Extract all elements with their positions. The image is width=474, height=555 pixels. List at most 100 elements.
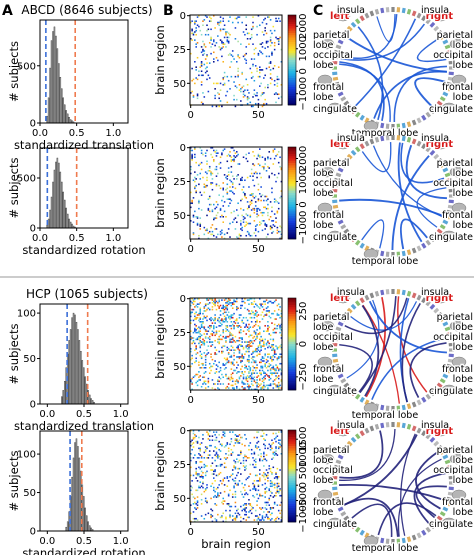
- region-ring-segment: [332, 470, 339, 475]
- heatmap-cell: [267, 477, 269, 479]
- heatmap-cell: [215, 451, 218, 454]
- colorbar-segment: [288, 71, 296, 74]
- heatmap-cell: [277, 482, 280, 485]
- heatmap-cell: [257, 325, 260, 327]
- heatmap-cell: [276, 75, 279, 78]
- heatmap-cell: [217, 465, 219, 467]
- heatmap-cell: [217, 454, 219, 456]
- histogram-bar: [66, 113, 69, 124]
- temporal-lobe-label: temporal lobe: [352, 543, 419, 554]
- heatmap-cell: [254, 360, 257, 362]
- heatmap-cell: [277, 66, 280, 68]
- occipital-right-lobe-label: lobe: [453, 188, 473, 199]
- heatmap-cell: [254, 461, 257, 463]
- heatmap-cell: [222, 512, 225, 515]
- heatmap-cell: [230, 361, 233, 364]
- heatmap-cell: [231, 387, 234, 389]
- region-ring-segment: [444, 326, 451, 332]
- heatmap-cell: [237, 21, 239, 24]
- heatmap-cell: [277, 442, 280, 444]
- heatmap-cell: [267, 384, 269, 387]
- heatmap-cell: [200, 323, 203, 326]
- colorbar-segment: [288, 55, 296, 59]
- heatmap-cell: [194, 318, 196, 320]
- heatmap-cell: [202, 383, 204, 385]
- heatmap-cell: [222, 182, 225, 184]
- heatmap-cell: [231, 316, 234, 319]
- colorbar-segment: [288, 21, 296, 25]
- region-ring-segment: [444, 501, 451, 507]
- heatmap-cell: [259, 148, 261, 150]
- heatmap-cell: [208, 298, 211, 300]
- heatmap-cell: [280, 379, 283, 381]
- heatmap-cell: [260, 51, 262, 54]
- heatmap-cell: [263, 19, 265, 21]
- heatmap-cell: [249, 326, 252, 328]
- heatmap-cell: [211, 509, 214, 512]
- heatmap-cell: [254, 509, 257, 512]
- heatmap-cell: [237, 440, 239, 443]
- brain-thumbnail-icon: [451, 356, 467, 368]
- heatmap-cell: [268, 517, 271, 520]
- connection-edge: [400, 433, 416, 536]
- heatmap-cell: [244, 302, 246, 304]
- heatmap-cell: [249, 442, 252, 444]
- histogram-bar: [53, 26, 56, 124]
- histogram-bar: [50, 196, 53, 229]
- heatmap-cell: [203, 367, 206, 369]
- heatmap-cell: [256, 379, 258, 381]
- colorbar-segment: [288, 432, 296, 435]
- heatmap-cell: [211, 435, 214, 437]
- heatmap-cell: [280, 520, 283, 523]
- heatmap-cell: [275, 436, 277, 439]
- heatmap-cell: [264, 478, 266, 481]
- heatmap-cell: [214, 88, 216, 90]
- heatmap-cell: [249, 377, 252, 380]
- heatmap-cell: [223, 233, 226, 236]
- heatmap-cell: [200, 466, 203, 469]
- heatmap-cell: [265, 434, 268, 436]
- heatmap-cell: [264, 375, 266, 377]
- region-ring-segment: [337, 167, 344, 173]
- heatmap-cell: [272, 383, 275, 385]
- heatmap-cell: [267, 302, 269, 304]
- heatmap-cell: [208, 302, 211, 304]
- heatmap-cell: [249, 194, 252, 196]
- chart-title: HCP (1065 subjects): [26, 287, 148, 301]
- heatmap-cell: [265, 32, 268, 35]
- connection-edge: [400, 142, 445, 184]
- heatmap-cell: [241, 179, 243, 182]
- parietal-right-lobe-label: lobe: [453, 168, 473, 179]
- heatmap-cell: [241, 226, 243, 229]
- heatmap-cell: [200, 485, 203, 488]
- heatmap-cell: [265, 513, 268, 516]
- heatmap-cell: [264, 206, 266, 209]
- heatmap-cell: [211, 210, 214, 213]
- region-ring-segment: [346, 25, 353, 32]
- heatmap-cell: [219, 48, 222, 51]
- heatmap-cell: [260, 199, 262, 202]
- heatmap-cell: [240, 222, 242, 225]
- heatmap-cell: [271, 512, 273, 515]
- heatmap-cell: [225, 33, 227, 36]
- heatmap-cell: [190, 459, 192, 462]
- heatmap-cell: [272, 338, 275, 341]
- colorbar-segment: [288, 179, 296, 182]
- heatmap-cell: [198, 25, 200, 28]
- heatmap-cell: [227, 361, 230, 364]
- heatmap-cell: [236, 484, 238, 486]
- heatmap-cell: [223, 446, 226, 448]
- heatmap-cell: [196, 97, 199, 100]
- heatmap-cell: [279, 494, 281, 497]
- region-ring-segment: [433, 104, 440, 111]
- heatmap-cell: [245, 323, 248, 326]
- heatmap-cell: [264, 159, 266, 161]
- heatmap-cell: [242, 209, 245, 211]
- heatmap-cell: [192, 96, 195, 98]
- heatmap-cell: [233, 312, 235, 315]
- heatmap-cell: [217, 172, 219, 175]
- heatmap-cell: [199, 461, 202, 463]
- frontal-left-lobe-label: lobe: [313, 92, 333, 103]
- left-label: left: [330, 139, 350, 150]
- heatmap-cell: [252, 27, 254, 29]
